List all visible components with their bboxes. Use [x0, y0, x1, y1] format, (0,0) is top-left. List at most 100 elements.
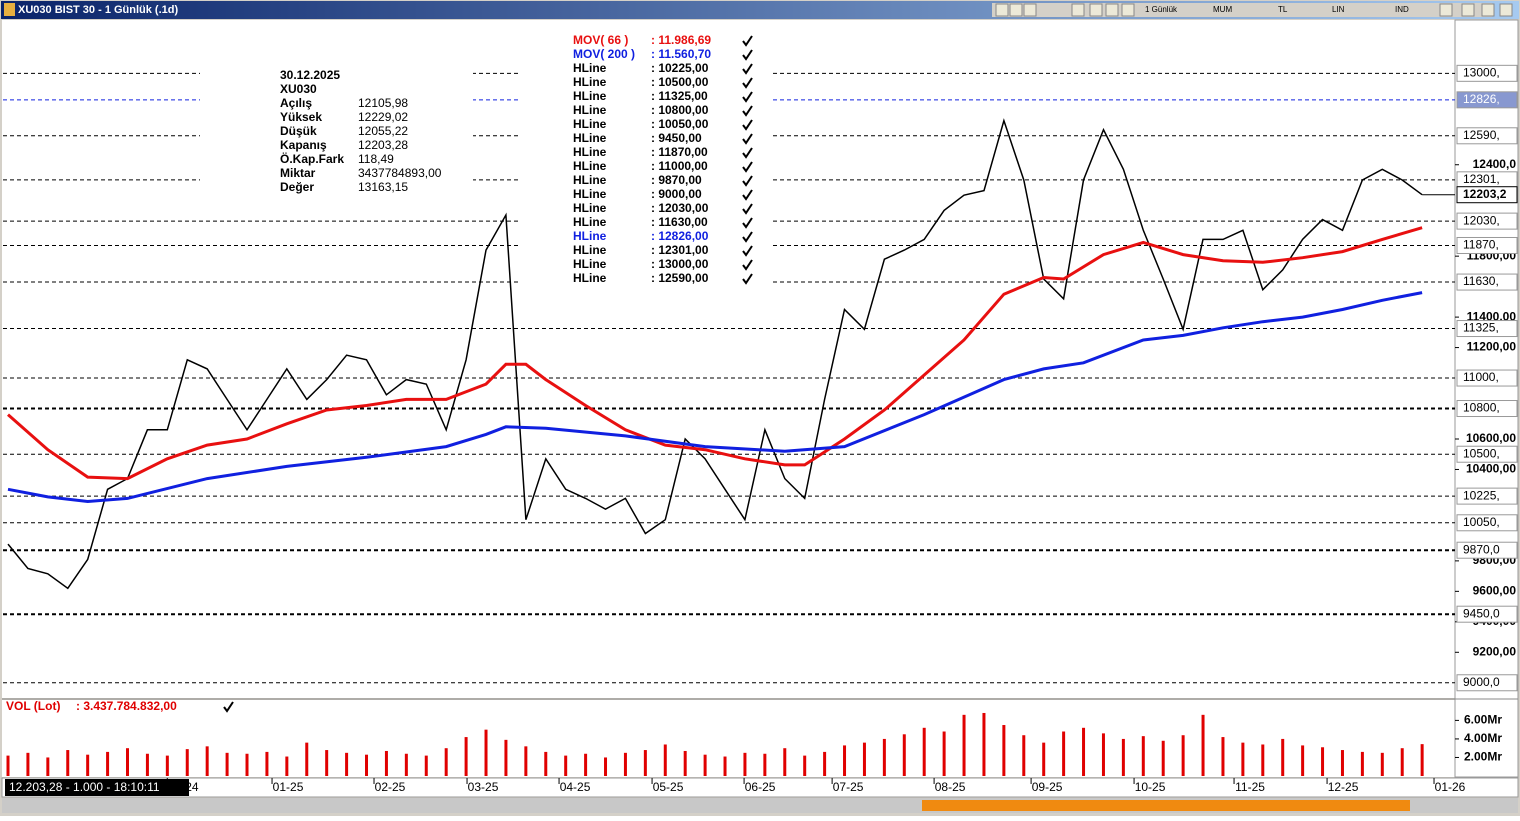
x-tick-label: 10-25 [1135, 780, 1166, 794]
toolbar-item[interactable]: TL [1278, 5, 1288, 14]
check-icon[interactable] [742, 119, 753, 131]
h-line-label: 12826, [1463, 92, 1500, 106]
h-line-label: 9450,0 [1463, 606, 1500, 620]
check-icon[interactable] [742, 161, 753, 173]
volume-bar [1101, 733, 1105, 776]
volume-bar [1321, 747, 1325, 776]
check-icon[interactable] [742, 245, 753, 257]
check-icon[interactable] [742, 63, 753, 75]
toolbar-button[interactable] [1439, 3, 1453, 17]
check-icon[interactable] [742, 105, 753, 117]
toolbar-item[interactable]: LIN [1332, 5, 1345, 14]
check-icon[interactable] [742, 49, 753, 61]
legend-value: : 11325,00 [651, 89, 708, 103]
check-icon[interactable] [742, 77, 753, 89]
info-value: 118,49 [358, 152, 394, 166]
check-icon[interactable] [742, 217, 753, 229]
x-tick-label: 02-25 [375, 780, 406, 794]
volume-bar [1082, 727, 1086, 776]
check-icon[interactable] [742, 203, 753, 215]
check-icon[interactable] [742, 147, 753, 159]
volume-bar [1261, 744, 1265, 776]
info-value: 13163,15 [358, 180, 408, 194]
volume-bar [1141, 736, 1145, 776]
date-axis [1, 777, 1519, 798]
toolbar-button[interactable] [1121, 3, 1135, 17]
legend-value: : 11.986,69 [651, 33, 711, 47]
y-tick-label: 9200,00 [1473, 644, 1517, 658]
check-icon[interactable] [742, 35, 753, 47]
volume-bar [46, 757, 50, 776]
x-tick-label: 12-25 [1328, 780, 1359, 794]
volume-bar [544, 751, 548, 776]
check-icon[interactable] [742, 259, 753, 271]
toolbar-button[interactable] [1499, 3, 1513, 17]
info-symbol: XU030 [280, 82, 317, 96]
legend-name: HLine [573, 103, 607, 117]
volume-bar [643, 750, 647, 776]
toolbar-button[interactable] [1009, 3, 1023, 17]
info-label: Açılış [280, 96, 312, 110]
toolbar-item[interactable]: IND [1395, 5, 1409, 14]
x-tick-label: 05-25 [653, 780, 684, 794]
toolbar-button[interactable] [1023, 3, 1037, 17]
h-line-label-box [1456, 514, 1518, 532]
toolbar-button[interactable] [1461, 3, 1475, 17]
window-title: XU030 BIST 30 - 1 Günlük (.1d) [18, 4, 178, 16]
h-line-label: 12030, [1463, 213, 1500, 227]
check-icon[interactable] [742, 91, 753, 103]
check-icon[interactable] [742, 273, 753, 285]
h-line-label-box [1456, 127, 1518, 145]
y-tick-label: 11200,00 [1467, 340, 1517, 354]
check-icon[interactable] [223, 701, 234, 713]
h-line-label-box [1456, 605, 1518, 623]
volume-bar [683, 750, 687, 776]
volume-bar [325, 750, 329, 776]
volume-bar [424, 755, 428, 776]
h-line-label: 11870, [1463, 238, 1499, 252]
toolbar-item[interactable]: MUM [1213, 5, 1232, 14]
legend-name: HLine [573, 75, 607, 89]
toolbar-button[interactable] [1105, 3, 1119, 17]
toolbar-button[interactable] [1071, 3, 1085, 17]
volume-bar [464, 737, 468, 776]
volume-bar [1201, 714, 1205, 776]
volume-bar [584, 753, 588, 776]
volume-bar [882, 738, 886, 776]
volume-bar [823, 751, 827, 776]
legend-value: : 9000,00 [651, 187, 702, 201]
legend-value: : 10800,00 [651, 103, 709, 117]
y-tick-label: 6.00Mr [1464, 713, 1502, 727]
volume-bar [1181, 735, 1185, 776]
volume-bar [504, 739, 508, 776]
y-tick-label: 4.00Mr [1464, 731, 1502, 745]
volume-bar [1301, 745, 1305, 776]
toolbar-button[interactable] [995, 3, 1009, 17]
legend-value: : 10050,00 [651, 117, 709, 131]
moving-average [7, 226, 1423, 481]
legend-value: : 11630,00 [651, 215, 708, 229]
info-date: 30.12.2025 [280, 68, 340, 82]
h-line-label: 11630, [1463, 274, 1499, 288]
volume-bar [126, 748, 130, 776]
check-icon[interactable] [742, 189, 753, 201]
h-line-label: 10800, [1463, 401, 1500, 415]
toolbar-item[interactable]: 1 Günlük [1145, 5, 1178, 14]
toolbar-button[interactable] [1089, 3, 1103, 17]
check-icon[interactable] [742, 133, 753, 145]
check-icon[interactable] [742, 231, 753, 243]
volume-bar [145, 753, 149, 776]
volume-bar [1022, 735, 1026, 776]
legend-name: HLine [573, 187, 607, 201]
price-line [7, 118, 1423, 590]
check-icon[interactable] [742, 175, 753, 187]
moving-average [7, 291, 1423, 504]
legend-value: : 10500,00 [651, 75, 709, 89]
volume-bar [703, 754, 707, 776]
toolbar-button[interactable] [1481, 3, 1495, 17]
volume-bar [922, 727, 926, 776]
volume-bar [365, 754, 369, 776]
volume-bar [743, 752, 747, 776]
scroll-thumb[interactable] [922, 800, 1410, 811]
